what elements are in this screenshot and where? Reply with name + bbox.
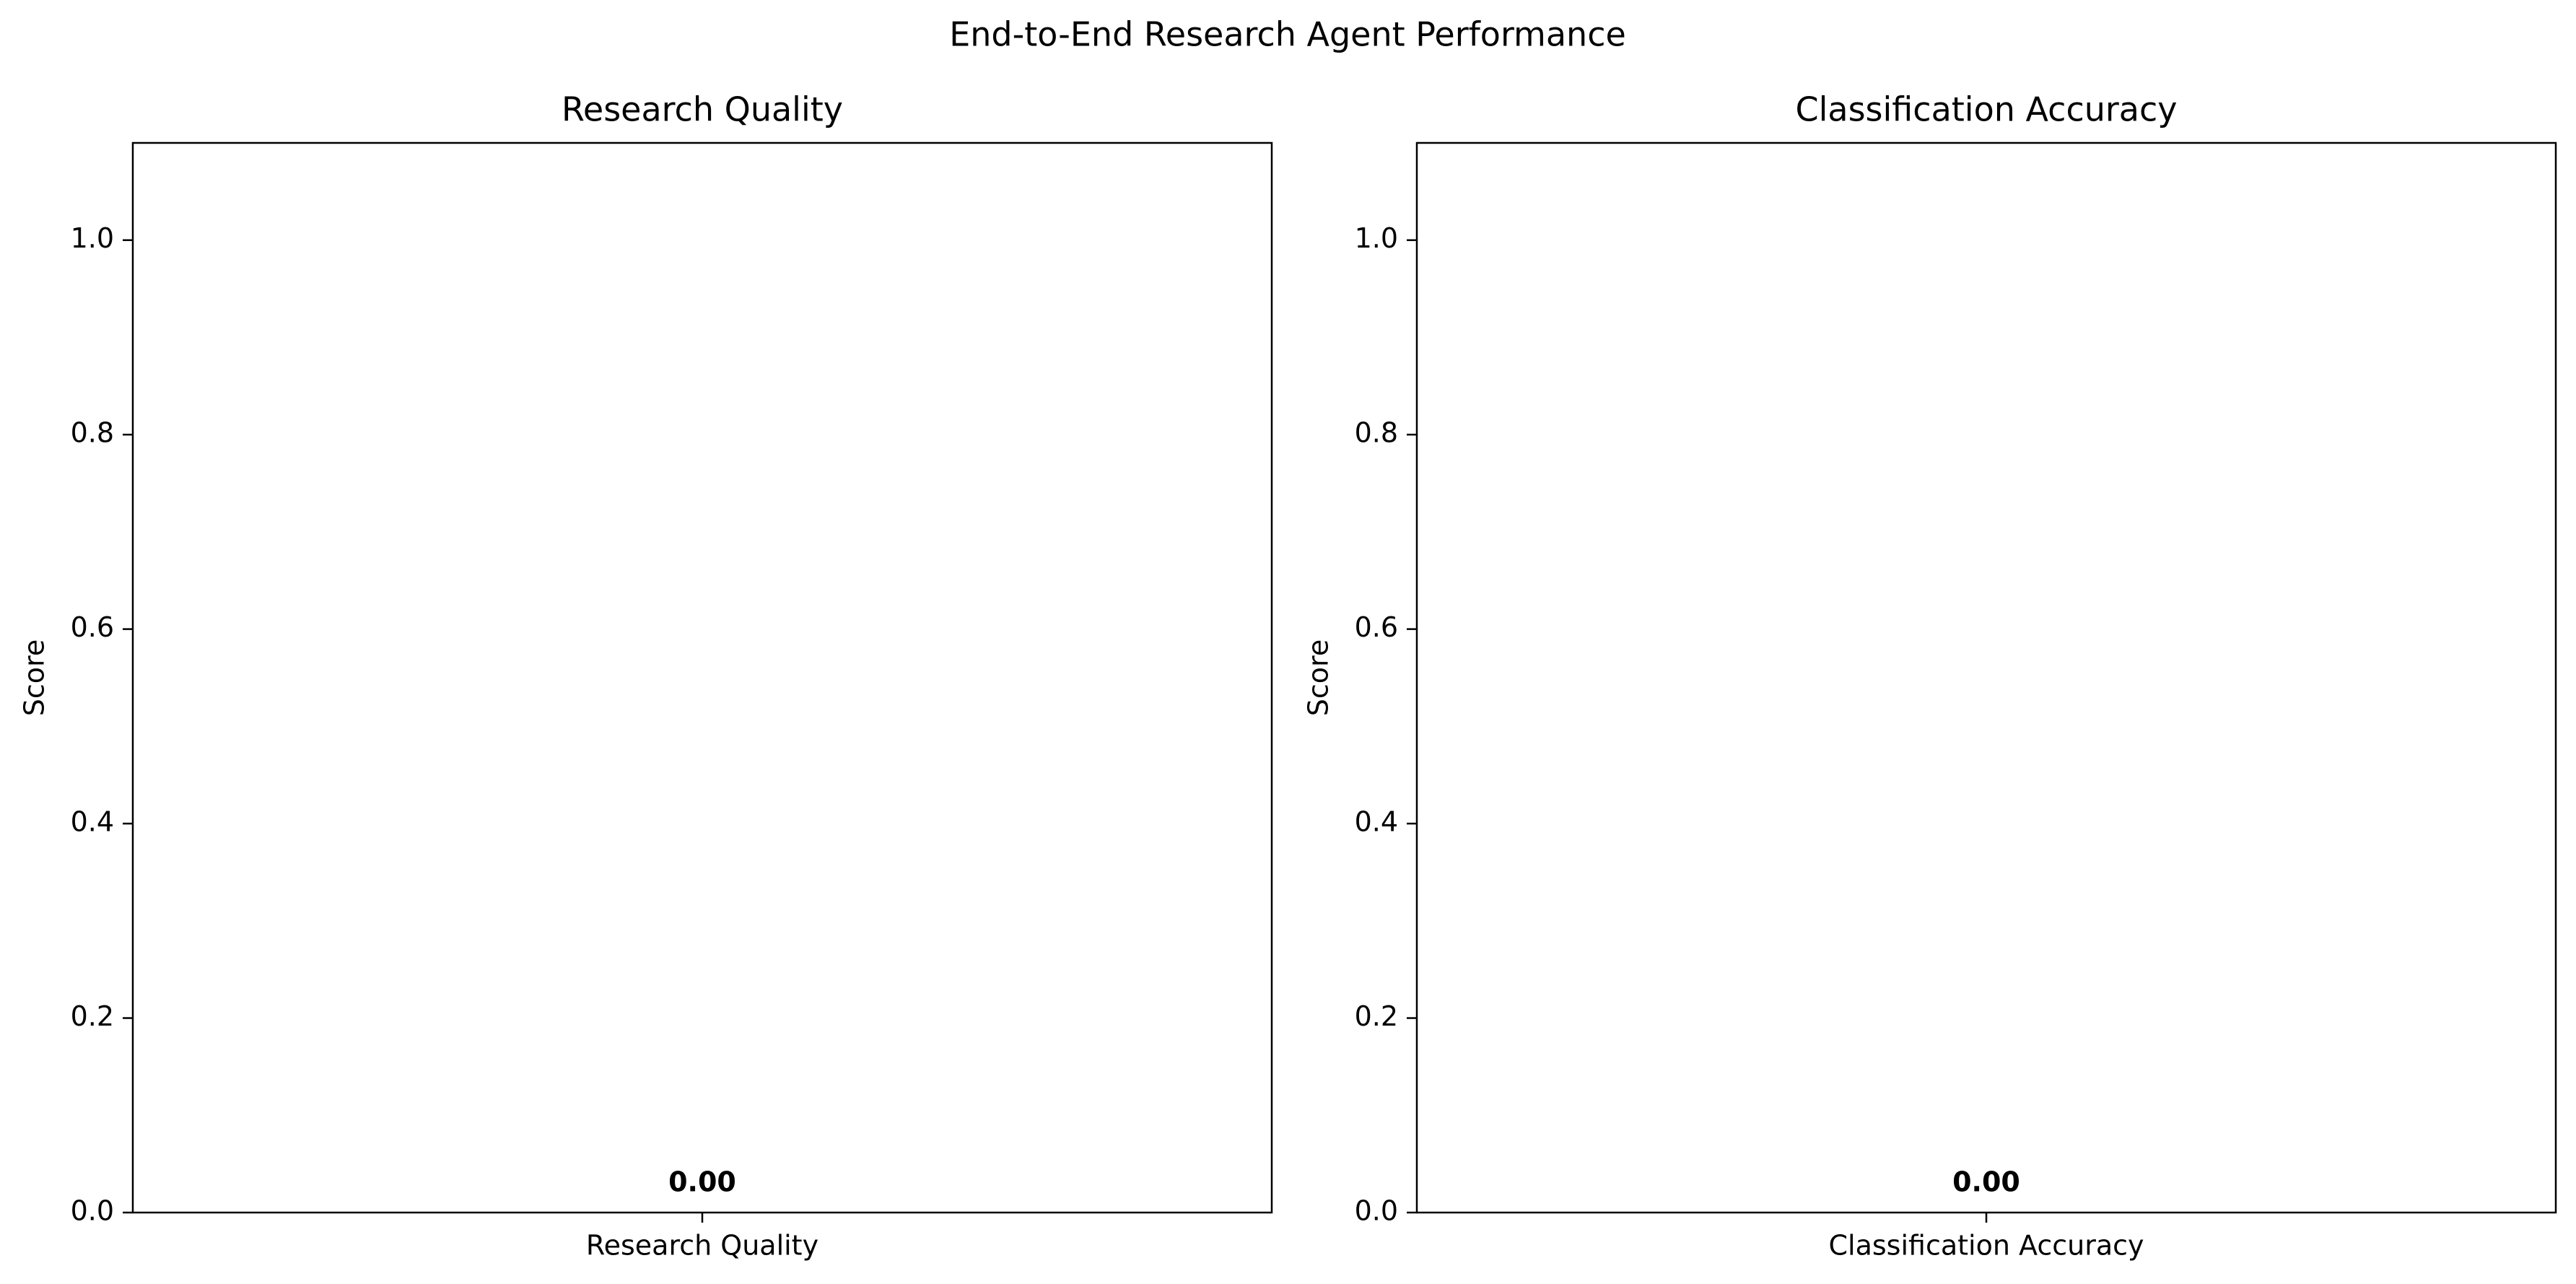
chart-2-ylabel: Score — [1303, 639, 1335, 716]
chart-1-ytick-label: 0.2 — [71, 1000, 114, 1032]
chart-2-ytick-label: 0.6 — [1355, 611, 1398, 643]
chart-2-ytick-label: 0.2 — [1355, 1000, 1398, 1032]
chart-1-panel: Research Quality 0.00 0.0 0.2 0.4 0.6 0.8 1.0 Re… — [19, 90, 1273, 1262]
chart-2-title: Classification Accuracy — [1796, 90, 2178, 129]
chart-1-ylabel: Score — [19, 639, 51, 716]
chart-1-title: Research Quality — [562, 90, 843, 129]
chart-2-value-label-classification-accuracy: 0.00 — [1952, 1166, 2020, 1198]
chart-1-ytick-label: 0.0 — [71, 1195, 114, 1227]
chart-2-xtick-label-classification-accuracy: Classification Accuracy — [1829, 1230, 2144, 1262]
chart-panels: Research Quality 0.00 0.0 0.2 0.4 0.6 0.8 1.0 Re… — [19, 90, 2557, 1262]
chart-1-axes-frame — [131, 141, 1273, 1214]
chart-2-ytick-label: 0.4 — [1355, 806, 1398, 838]
chart-2-ytick-label: 1.0 — [1355, 222, 1398, 254]
chart-1-ytick-label: 0.4 — [71, 806, 114, 838]
chart-2-panel: Classification Accuracy 0.00 0.0 0.2 0.4 0.6 0… — [1303, 90, 2557, 1262]
chart-2-ytick-label: 0.8 — [1355, 417, 1398, 449]
chart-1-ytick-label: 0.8 — [71, 417, 114, 449]
chart-2-axes-frame — [1415, 141, 2557, 1214]
chart-1-ytick-label: 0.6 — [71, 611, 114, 643]
chart-1-ytick-label: 1.0 — [71, 222, 114, 254]
chart-1-value-label-research-quality: 0.00 — [668, 1166, 736, 1198]
chart-1-xtick-label-research-quality: Research Quality — [586, 1230, 818, 1262]
chart-2-ytick-label: 0.0 — [1355, 1195, 1398, 1227]
figure-suptitle: End-to-End Research Agent Performance — [949, 15, 1626, 54]
